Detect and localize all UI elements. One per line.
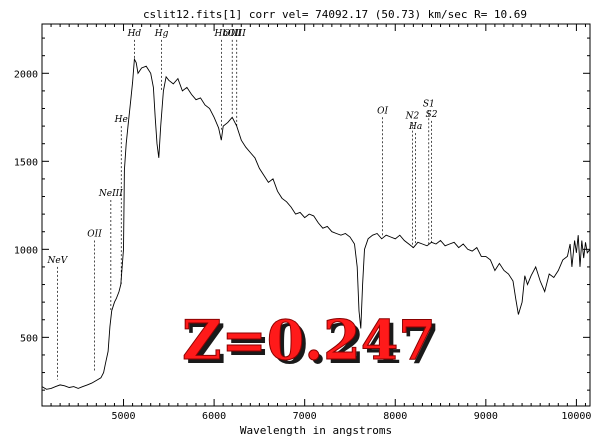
spectral-line-label: S1 <box>423 99 435 109</box>
y-tick-label: 1000 <box>14 245 38 256</box>
x-tick-label: 9000 <box>474 411 498 422</box>
spectral-line-label: NeIII <box>98 189 123 199</box>
spectral-line-label: Ha <box>408 122 422 132</box>
x-tick-label: 7000 <box>293 411 317 422</box>
y-tick-label: 2000 <box>14 69 38 80</box>
spectral-line-label: NeV <box>47 256 69 266</box>
spectral-line-label: Hb <box>214 29 229 39</box>
spectral-line-label: OI <box>377 106 388 116</box>
chart-title: cslit12.fits[1] corr vel= 74092.17 (50.7… <box>143 8 527 21</box>
spectral-line-label: OII <box>87 230 102 240</box>
x-tick-label: 8000 <box>383 411 407 422</box>
spectral-line-label: Hd <box>127 29 142 39</box>
axis-ticks: 5000 6000 7000 8000 9000 10000 500 1000 1500 2000 <box>14 24 591 422</box>
y-tick-label: 1500 <box>14 157 38 168</box>
spectrum-line <box>41 57 591 390</box>
spectral-line-label: OIII <box>228 29 246 39</box>
spectral-line-label: Hg <box>154 29 169 39</box>
spectral-line-label: S2 <box>426 110 438 120</box>
spectral-line-label: OIII <box>223 29 241 39</box>
plot-frame <box>41 23 591 407</box>
redshift-annotation-shadow: Z=0.247 <box>186 312 440 376</box>
x-tick-label: 5000 <box>111 411 135 422</box>
redshift-annotation: Z=0.247 <box>182 308 436 372</box>
x-tick-label: 6000 <box>202 411 226 422</box>
x-axis-label: Wavelength in angstroms <box>240 424 392 437</box>
spectral-line-label: N2 <box>405 112 420 122</box>
x-tick-label: 10000 <box>561 411 591 422</box>
spectral-line-label: He <box>114 115 128 125</box>
y-tick-label: 500 <box>20 333 38 344</box>
